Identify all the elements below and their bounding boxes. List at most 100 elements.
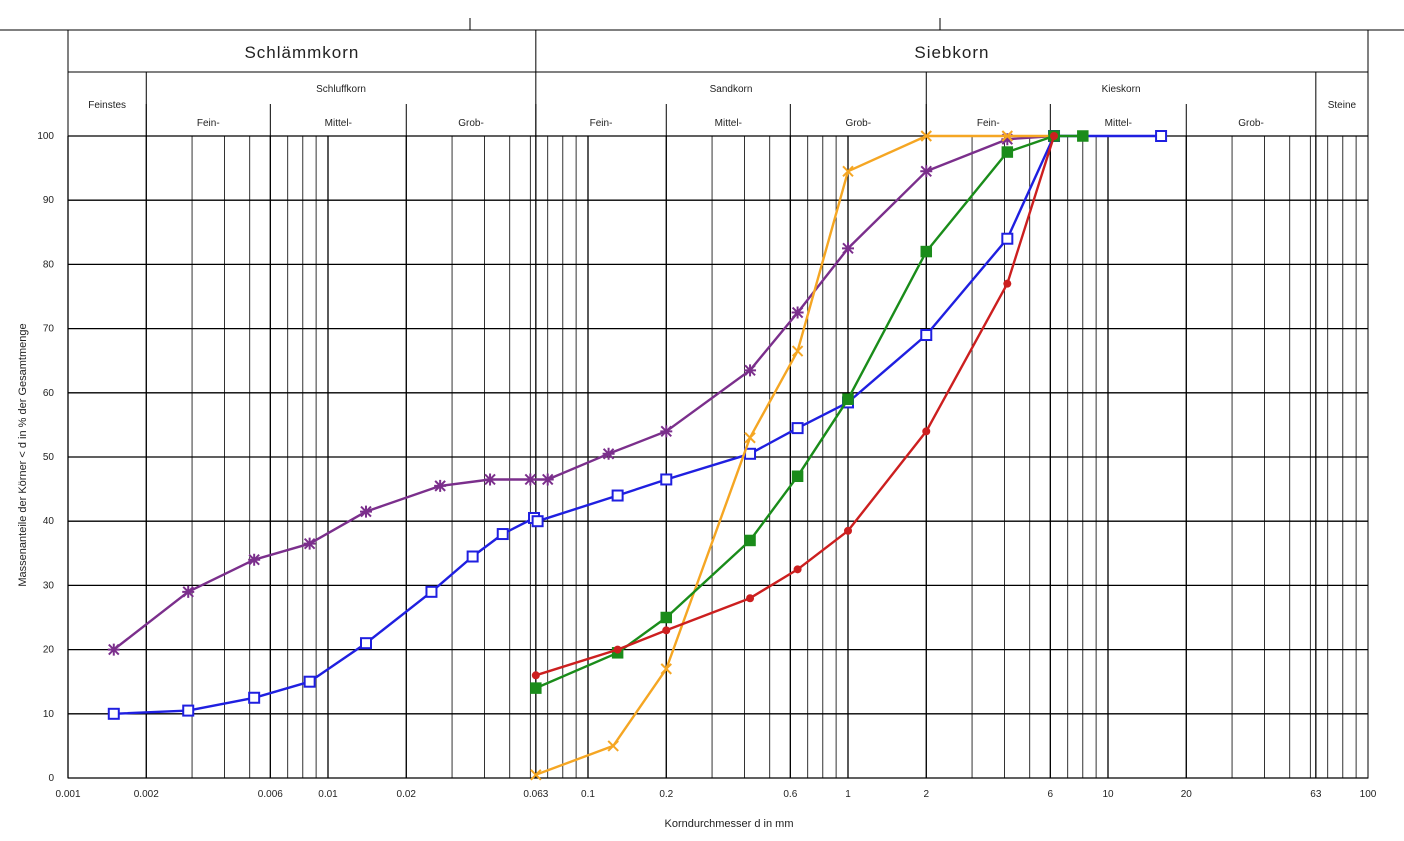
data-point-dot xyxy=(794,565,802,573)
header-group-label: Kieskorn xyxy=(1102,84,1141,95)
y-tick-label: 90 xyxy=(43,195,55,206)
x-tick-label: 0.01 xyxy=(318,789,338,800)
header-subgroup-label: Fein- xyxy=(197,118,220,129)
header-top-label: Schlämmkorn xyxy=(244,43,359,62)
x-tick-label: 0.063 xyxy=(523,789,548,800)
data-point-star xyxy=(660,425,672,437)
header-top-label: Siebkorn xyxy=(914,43,989,62)
data-point-filled-square xyxy=(661,613,671,623)
data-point-filled-square xyxy=(921,247,931,257)
data-point-square xyxy=(468,552,478,562)
header-subgroup-label: Grob- xyxy=(846,118,872,129)
y-tick-label: 100 xyxy=(37,131,54,142)
header-subgroup-label: Fein- xyxy=(590,118,613,129)
data-point-dot xyxy=(922,427,930,435)
chart-tick-labels: 0 10 20 30 40 50 60 70 80 90 100 0.001 0.002 0.006 0.0… xyxy=(37,131,1376,800)
x-tick-label: 100 xyxy=(1360,789,1377,800)
y-tick-label: 40 xyxy=(43,516,55,527)
data-point-square xyxy=(249,693,259,703)
data-point-star xyxy=(542,473,554,485)
y-tick-label: 60 xyxy=(43,388,55,399)
data-point-square xyxy=(793,423,803,433)
x-tick-label: 0.002 xyxy=(134,789,159,800)
x-tick-label: 0.6 xyxy=(783,789,797,800)
chart-header: Schlämmkorn Siebkorn Feinstes Schluffkorn Sa… xyxy=(88,30,1368,136)
data-point-square xyxy=(533,516,543,526)
data-point-square xyxy=(426,587,436,597)
series-line xyxy=(536,136,1054,775)
series-line xyxy=(536,136,1054,675)
data-point-square xyxy=(109,709,119,719)
data-point-star xyxy=(434,480,446,492)
y-tick-label: 70 xyxy=(43,324,55,335)
data-point-dot xyxy=(1003,280,1011,288)
data-point-dot xyxy=(532,671,540,679)
x-tick-label: 0.02 xyxy=(397,789,417,800)
chart-outer-frame xyxy=(68,30,1368,778)
data-point-square xyxy=(305,677,315,687)
y-tick-label: 80 xyxy=(43,259,55,270)
header-group-label: Steine xyxy=(1328,100,1357,111)
data-point-star xyxy=(248,554,260,566)
y-tick-label: 10 xyxy=(43,709,55,720)
y-tick-label: 0 xyxy=(48,773,54,784)
y-tick-label: 50 xyxy=(43,452,55,463)
data-point-x xyxy=(608,741,618,751)
data-point-dot xyxy=(662,626,670,634)
data-point-square xyxy=(613,491,623,501)
chart-frame xyxy=(0,18,1404,778)
data-point-x xyxy=(745,433,755,443)
header-subgroup-label: Mittel- xyxy=(325,118,352,129)
data-point-filled-square xyxy=(531,683,541,693)
chart-grid xyxy=(68,136,1368,778)
x-tick-label: 0.1 xyxy=(581,789,595,800)
data-point-star xyxy=(484,473,496,485)
header-group-label: Sandkorn xyxy=(710,84,753,95)
x-tick-label: 0.2 xyxy=(659,789,673,800)
series-2 xyxy=(109,131,1166,719)
y-tick-label: 20 xyxy=(43,645,55,656)
header-subgroup-label: Mittel- xyxy=(1105,118,1132,129)
data-point-dot xyxy=(1050,132,1058,140)
x-tick-label: 20 xyxy=(1181,789,1193,800)
x-tick-label: 0.006 xyxy=(258,789,283,800)
data-point-dot xyxy=(844,527,852,535)
data-point-dot xyxy=(746,594,754,602)
data-point-star xyxy=(920,165,932,177)
y-axis-label: Massenanteile der Körner < d in % der Ge… xyxy=(17,323,29,586)
data-point-star xyxy=(182,586,194,598)
data-point-square xyxy=(661,474,671,484)
data-point-dot xyxy=(614,646,622,654)
x-tick-label: 63 xyxy=(1310,789,1322,800)
header-group-label: Feinstes xyxy=(88,100,126,111)
header-subgroup-label: Grob- xyxy=(1238,118,1264,129)
data-point-square xyxy=(361,638,371,648)
x-tick-label: 2 xyxy=(923,789,929,800)
data-point-star xyxy=(360,506,372,518)
header-group-label: Schluffkorn xyxy=(316,84,366,95)
data-point-star xyxy=(524,473,536,485)
data-point-star xyxy=(744,364,756,376)
data-point-star xyxy=(304,538,316,550)
data-point-square xyxy=(1002,234,1012,244)
data-point-filled-square xyxy=(745,535,755,545)
y-tick-label: 30 xyxy=(43,580,55,591)
data-point-star xyxy=(603,448,615,460)
data-point-filled-square xyxy=(843,394,853,404)
header-subgroup-label: Grob- xyxy=(458,118,484,129)
data-point-filled-square xyxy=(1002,147,1012,157)
series-line xyxy=(536,136,1083,688)
chart-series xyxy=(108,130,1166,780)
data-point-star xyxy=(792,307,804,319)
data-point-square xyxy=(183,706,193,716)
x-tick-label: 6 xyxy=(1048,789,1054,800)
data-point-star xyxy=(108,644,120,656)
data-point-filled-square xyxy=(1078,131,1088,141)
header-subgroup-label: Mittel- xyxy=(715,118,742,129)
data-point-square xyxy=(1156,131,1166,141)
data-point-star xyxy=(842,242,854,254)
data-point-square xyxy=(498,529,508,539)
data-point-filled-square xyxy=(793,471,803,481)
